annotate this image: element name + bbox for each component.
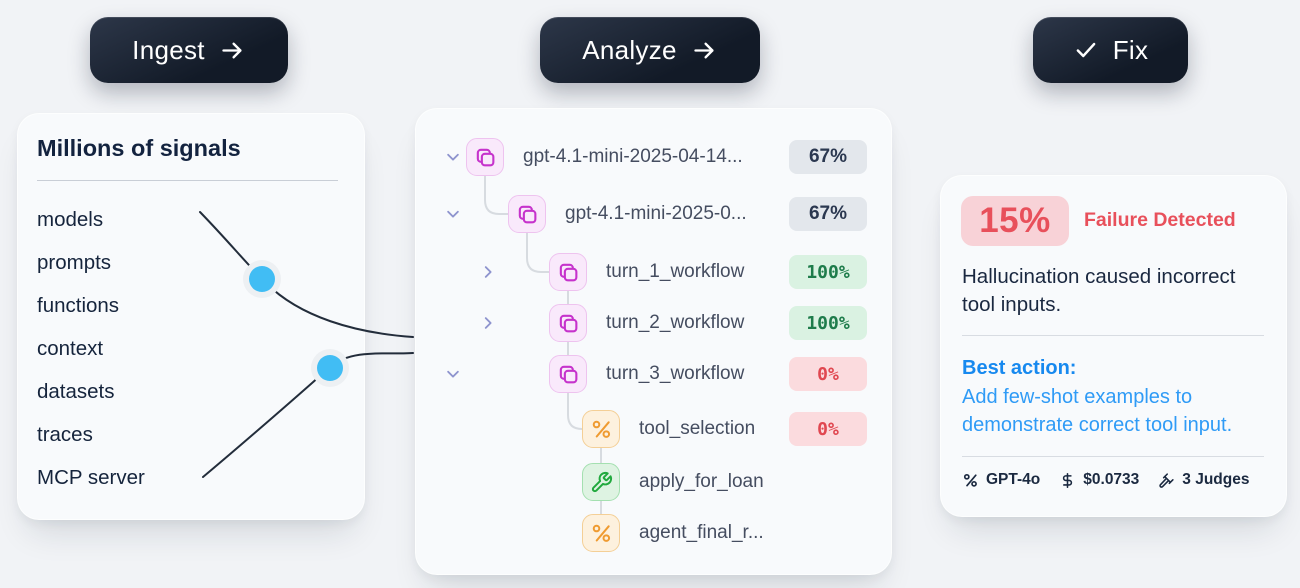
best-action-label: Best action: — [962, 357, 1077, 379]
trace-node-label: tool_selection — [639, 418, 756, 439]
failure-rate-badge: 15% — [961, 196, 1069, 246]
signal-item: MCP server — [37, 465, 145, 489]
score-badge: 100% — [789, 255, 867, 289]
signal-item: datasets — [37, 379, 115, 403]
meta-label: GPT-4o — [986, 471, 1041, 488]
workflow-node-icon — [508, 195, 546, 233]
workflow-node-icon — [549, 304, 587, 342]
divider — [962, 456, 1264, 457]
failure-meta-row: GPT-4o $0.0733 3 Judges — [962, 471, 1250, 489]
fix-button-label: Fix — [1112, 34, 1149, 65]
score-badge: 67% — [789, 197, 867, 231]
check-icon — [1073, 37, 1099, 63]
trace-card: gpt-4.1-mini-2025-04-14... 67% gpt-4.1-min… — [415, 108, 892, 575]
workflow-node-icon — [466, 138, 504, 176]
arrow-right-icon — [691, 37, 718, 64]
trace-tree-row[interactable]: turn_1_workflow 100% — [416, 253, 891, 291]
score-badge: 0% — [789, 357, 867, 391]
score-badge: 100% — [789, 306, 867, 340]
chevron-right-icon[interactable] — [479, 314, 497, 332]
ingest-button-label: Ingest — [132, 34, 205, 65]
route-node-icon — [582, 410, 620, 448]
fix-button[interactable]: Fix — [1033, 17, 1188, 83]
signal-item: prompts — [37, 250, 112, 274]
signals-list: models prompts functions context datasets tra… — [37, 198, 145, 499]
analyze-button[interactable]: Analyze — [540, 17, 760, 83]
trace-node-label: gpt-4.1-mini-2025-04-14... — [523, 146, 743, 167]
signals-card-title: Millions of signals — [37, 135, 241, 161]
chevron-down-icon[interactable] — [444, 365, 462, 383]
failure-description: Hallucination caused incorrect tool inpu… — [962, 265, 1236, 316]
analyze-button-label: Analyze — [582, 34, 677, 65]
gavel-icon — [1158, 472, 1175, 489]
arrow-right-icon — [219, 37, 246, 64]
trace-node-label: gpt-4.1-mini-2025-0... — [565, 203, 747, 224]
failure-title: Failure Detected — [1084, 209, 1236, 231]
meta-label: $0.0733 — [1083, 471, 1140, 488]
signal-item: context — [37, 336, 104, 360]
trace-tree-row[interactable]: turn_3_workflow 0% — [416, 355, 891, 393]
workflow-node-icon — [549, 355, 587, 393]
signal-item: models — [37, 207, 104, 231]
wrench-node-icon — [582, 463, 620, 501]
score-badge: 0% — [789, 412, 867, 446]
trace-tree-row[interactable]: agent_final_r... — [416, 514, 891, 552]
trace-tree-row[interactable]: gpt-4.1-mini-2025-0... 67% — [416, 195, 891, 233]
meta-label: 3 Judges — [1182, 471, 1250, 488]
trace-tree-row[interactable]: tool_selection 0% — [416, 410, 891, 448]
divider — [962, 335, 1264, 336]
trace-tree-row[interactable]: apply_for_loan — [416, 463, 891, 501]
chevron-right-icon[interactable] — [479, 263, 497, 281]
workflow-node-icon — [549, 253, 587, 291]
best-action-text: Add few-shot examples to demonstrate cor… — [962, 386, 1233, 436]
signal-item: traces — [37, 422, 93, 446]
trace-tree-row[interactable]: gpt-4.1-mini-2025-04-14... 67% — [416, 138, 891, 176]
dollar-icon — [1059, 472, 1076, 489]
meta-item: GPT-4o — [962, 471, 1040, 489]
signals-card: Millions of signals models prompts functio… — [17, 113, 365, 520]
trace-node-label: agent_final_r... — [639, 522, 764, 543]
route-node-icon — [582, 514, 620, 552]
chevron-down-icon[interactable] — [444, 205, 462, 223]
meta-item: 3 Judges — [1158, 471, 1250, 489]
trace-tree-row[interactable]: turn_2_workflow 100% — [416, 304, 891, 342]
trace-node-label: turn_1_workflow — [606, 261, 745, 282]
chevron-down-icon[interactable] — [444, 148, 462, 166]
trace-node-label: turn_3_workflow — [606, 363, 745, 384]
failure-card: 15% Failure Detected Hallucination cause… — [940, 175, 1287, 517]
trace-node-label: turn_2_workflow — [606, 312, 745, 333]
divider — [37, 180, 338, 181]
model-icon — [962, 472, 979, 489]
score-badge: 67% — [789, 140, 867, 174]
ingest-button[interactable]: Ingest — [90, 17, 288, 83]
trace-node-label: apply_for_loan — [639, 471, 764, 492]
meta-item: $0.0733 — [1059, 471, 1139, 489]
signal-item: functions — [37, 293, 120, 317]
